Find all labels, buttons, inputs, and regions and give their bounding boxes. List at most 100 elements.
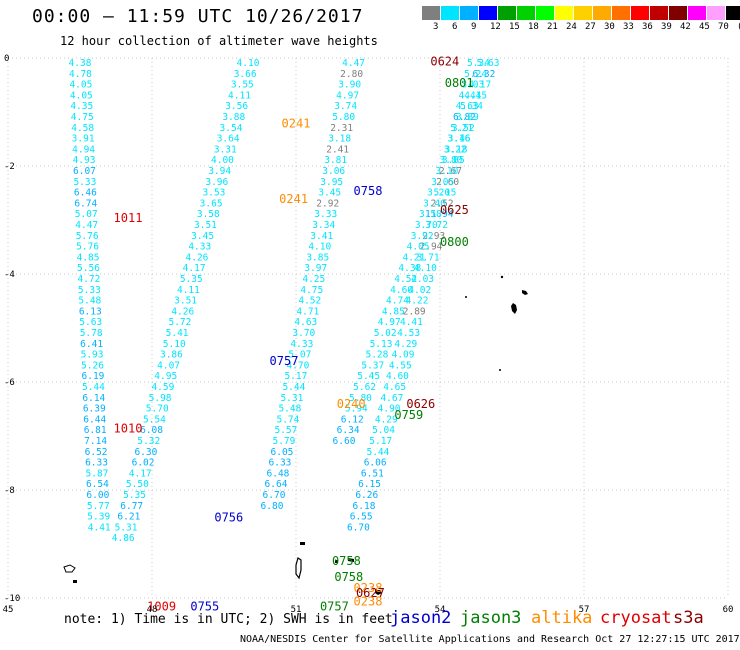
wave-height-reading: 7.14 (84, 436, 107, 447)
wave-height-reading: 5.32 (137, 436, 160, 447)
wave-height-reading: 4.10 (237, 58, 260, 69)
island-grande-comore-2 (63, 564, 76, 573)
wave-height-reading: 4.05 (407, 242, 430, 253)
page-subtitle: 12 hour collection of altimeter wave hei… (60, 34, 378, 48)
wave-height-reading: 5.62 (353, 382, 376, 393)
wave-height-reading: 4.86 (112, 533, 135, 544)
lon-tick-label: 54 (435, 605, 446, 615)
wave-height-reading: 5.45 (357, 371, 380, 382)
wave-height-reading: 4.11 (228, 90, 251, 101)
wave-height-reading: 6.26 (355, 490, 378, 501)
pass-time-labels: 0624 0801 0241 0758 0241 1011 0625 0800 0757 0240… (114, 54, 474, 613)
color-scale-label: 6 (452, 22, 458, 32)
pass-time-label: 0755 (190, 600, 219, 614)
wave-height-reading: 6.48 (267, 468, 290, 479)
wave-height-reading: 3.70 (415, 220, 438, 231)
pass-time-label: 0624 (430, 54, 459, 68)
wave-height-reading: 4.38 (398, 263, 421, 274)
color-scale-swatch (612, 6, 631, 20)
pass-time-label: 0240 (337, 397, 366, 411)
wave-height-reading: 4.10 (414, 263, 437, 274)
wave-height-reading: 3.53 (203, 188, 226, 199)
wave-height-reading: 4.02 (408, 285, 431, 296)
wave-height-reading: 4.17 (183, 263, 206, 274)
wave-height-reading: 4.78 (69, 69, 92, 80)
island-astove (335, 560, 338, 563)
color-scale-label: 36 (642, 22, 653, 32)
page-title: 00:00 – 11:59 UTC 10/26/2017 (32, 6, 364, 27)
wave-height-reading: 3.10 (435, 166, 458, 177)
wave-height-reading: 6.64 (265, 479, 288, 490)
lat-tick-label: -8 (4, 486, 15, 496)
wave-height-reading: 4.85 (382, 306, 405, 317)
wave-height-reading: 6.21 (117, 512, 140, 523)
wave-height-reading: 4.29 (375, 414, 398, 425)
wave-height-reading: 4.00 (211, 155, 234, 166)
wave-height-reading: 5.13 (370, 339, 393, 350)
wave-height-reading: 2.89 (403, 306, 426, 317)
footnote: note: 1) Time is in UTC; 2) SWH is in fe… (64, 612, 393, 627)
wave-height-reading: 4.53 (397, 328, 420, 339)
color-scale-swatch (631, 6, 650, 20)
wave-height-reading: 4.35 (70, 101, 93, 112)
wave-height-reading: 5.39 (87, 512, 110, 523)
wave-height-reading: 6.32 (472, 69, 495, 80)
color-scale-swatch (669, 6, 688, 20)
legend-entry-altika: altika (531, 608, 593, 628)
wave-height-reading: 6.14 (82, 393, 105, 404)
wave-height-reading: 4.41 (88, 522, 111, 533)
wave-height-reading: 6.60 (333, 436, 356, 447)
wave-height-reading: 3.05 (431, 177, 454, 188)
wave-height-reading: 3.55 (231, 80, 254, 91)
color-scale-swatch (460, 6, 479, 20)
wave-height-reading: 3.70 (292, 328, 315, 339)
wave-height-reading: 4.70 (286, 360, 309, 371)
pass-time-label: 0758 (334, 570, 363, 584)
wave-height-reading: 5.78 (80, 328, 103, 339)
island-cosmoledo (348, 558, 354, 562)
wave-height-reading: 3.58 (197, 209, 220, 220)
wave-height-reading: 4.58 (71, 123, 94, 134)
wave-height-reading: 5.34 (460, 101, 483, 112)
wave-height-reading: 3.95 (320, 177, 343, 188)
wave-height-reading: 5.76 (76, 231, 99, 242)
pass-time-label: 0801 (445, 76, 474, 90)
wave-height-reading: 5.28 (365, 350, 388, 361)
wave-height-reading: 6.13 (79, 306, 102, 317)
wave-height-reading: 4.52 (298, 296, 321, 307)
land-features (63, 275, 528, 595)
wave-height-reading: 3.65 (200, 198, 223, 209)
wave-height-reading: 4.41 (400, 317, 423, 328)
color-scale-swatch (726, 6, 740, 20)
wave-height-reading: 6.81 (84, 425, 107, 436)
color-scale-swatch (555, 6, 574, 20)
wave-height-reading: 3.58 (419, 209, 442, 220)
color-scale-swatch (422, 6, 441, 20)
altimeter-tracks: 4.384.784.054.054.354.754.583.914.944.93… (69, 58, 500, 544)
color-scale-swatch (517, 6, 536, 20)
island-grande-comore (295, 557, 302, 580)
wave-height-reading: 6.46 (74, 188, 97, 199)
pass-time-label: 0758 (354, 184, 383, 198)
wave-height-reading: 2.52 (431, 198, 454, 209)
wave-height-reading: 5.07 (75, 209, 98, 220)
wave-height-reading: 5.77 (87, 501, 110, 512)
lon-tick-label: 51 (291, 605, 302, 615)
wave-height-reading: 4.05 (70, 90, 93, 101)
wave-height-reading: 5.34 (467, 58, 490, 69)
wave-height-reading: 5.56 (77, 263, 100, 274)
color-scale-label: 15 (509, 22, 520, 32)
lat-tick-label: -4 (4, 270, 15, 280)
wave-height-reading: 6.00 (86, 490, 109, 501)
wave-height-reading: 4.17 (129, 468, 152, 479)
wave-height-reading: 4.97 (336, 90, 359, 101)
lon-tick-label: 60 (723, 605, 734, 615)
wave-height-reading: 4.05 (69, 80, 92, 91)
wave-height-reading: 4.74 (386, 296, 409, 307)
wave-height-reading: 6.82 (453, 112, 476, 123)
wave-height-reading: 5.48 (278, 404, 301, 415)
wave-height-reading: 4.15 (464, 90, 487, 101)
wave-height-reading: 3.64 (217, 134, 240, 145)
wave-height-reading: 6.18 (353, 501, 376, 512)
island-mayotte (375, 590, 382, 595)
